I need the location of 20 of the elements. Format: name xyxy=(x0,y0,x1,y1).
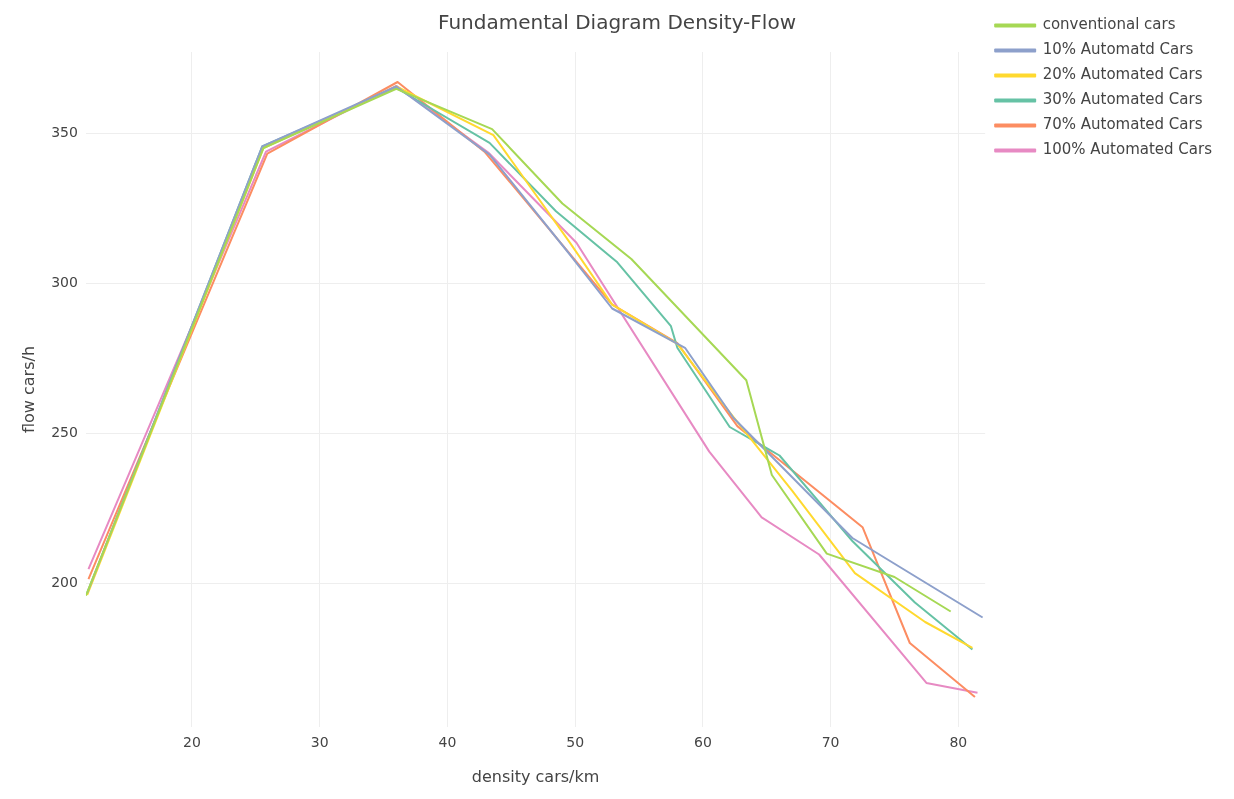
y-tick-label: 300 xyxy=(51,273,78,290)
x-tick-label: 60 xyxy=(693,734,712,751)
legend-label: 10% Automatd Cars xyxy=(1042,40,1194,59)
legend-label: 70% Automated Cars xyxy=(1042,115,1203,134)
legend-label: 20% Automated Cars xyxy=(1042,65,1203,84)
y-tick-label: 350 xyxy=(51,123,78,140)
x-tick-label: 70 xyxy=(821,734,840,751)
x-tick-label: 30 xyxy=(310,734,329,751)
x-tick-label: 80 xyxy=(949,734,968,751)
x-tick-label: 50 xyxy=(566,734,585,751)
legend-label: conventional cars xyxy=(1042,15,1176,34)
legend-label: 100% Automated Cars xyxy=(1042,140,1213,159)
y-axis-title: flow cars/h xyxy=(18,345,38,434)
x-tick-label: 20 xyxy=(183,734,201,751)
x-axis-title: density cars/km xyxy=(471,766,600,786)
legend-label: 30% Automated Cars xyxy=(1042,90,1203,109)
y-tick-label: 200 xyxy=(51,573,78,590)
y-tick-label: 250 xyxy=(51,423,78,440)
chart-title: Fundamental Diagram Density-Flow xyxy=(438,10,796,35)
x-tick-label: 40 xyxy=(438,734,457,751)
